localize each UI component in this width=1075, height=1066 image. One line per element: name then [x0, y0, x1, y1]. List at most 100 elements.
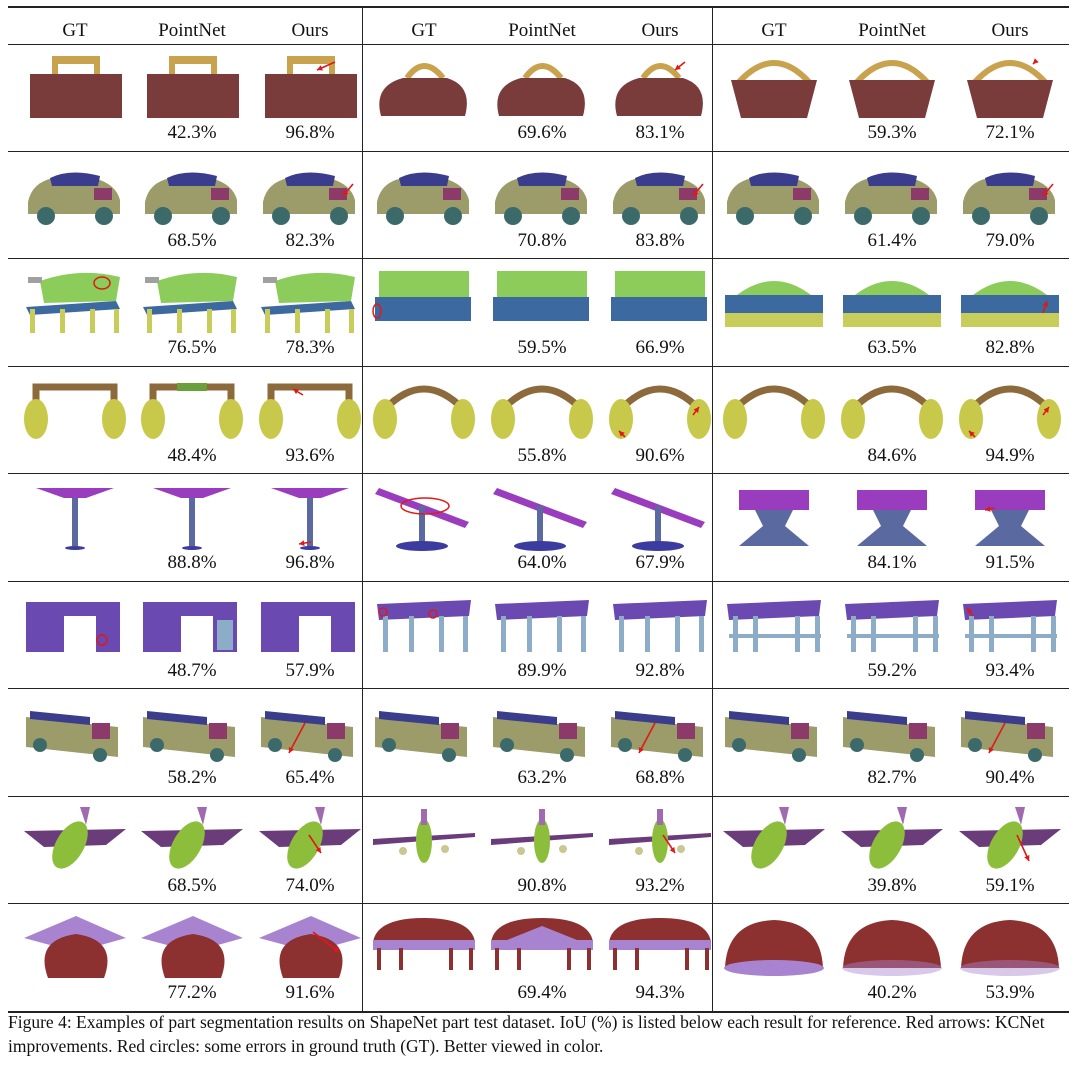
table-rule [8, 795, 1069, 797]
improvement-arrowhead [315, 846, 321, 853]
bag-handle [972, 60, 1048, 85]
iou-value: 59.5% [517, 337, 567, 358]
table-leg [463, 615, 468, 652]
improvement-arrowhead [1024, 854, 1030, 861]
point-cloud-earphone [259, 383, 361, 439]
point-cloud-lamp [153, 488, 231, 550]
plane-engine [517, 846, 525, 855]
point-cloud-car [963, 171, 1055, 225]
bag-handle [640, 63, 682, 80]
result-cell-table-gt [365, 588, 483, 676]
ear-cup [609, 398, 633, 439]
column-header-pointnet: PointNet [858, 20, 926, 41]
plane-tail [897, 806, 907, 825]
result-cell-chair-pointnet [133, 265, 251, 353]
result-cell-airplane-gt [365, 803, 483, 891]
result-cell-airplane-gt [715, 803, 833, 891]
point-cloud-car-2 [843, 711, 935, 762]
column-header-gt: GT [62, 20, 88, 41]
chair-back [497, 271, 587, 301]
car-hood [1027, 723, 1045, 739]
iou-value: 76.5% [167, 337, 217, 358]
plane-body [287, 820, 323, 869]
table-shelf [729, 633, 821, 638]
cap-strip [613, 948, 617, 970]
result-cell-car-2-ours [251, 695, 369, 783]
cap-strip [635, 948, 639, 970]
improvement-arrow [288, 722, 306, 754]
car-hood [679, 187, 697, 200]
ear-cup [569, 398, 593, 439]
bag-handle [854, 60, 930, 85]
plane-engine [441, 844, 449, 853]
result-cell-earphone-ours [601, 373, 719, 461]
ear-cup [219, 398, 243, 439]
iou-value: 68.8% [635, 767, 685, 788]
iou-value: 64.0% [517, 552, 567, 573]
lamp-base [514, 541, 566, 551]
bag-handle [404, 63, 446, 80]
iou-value: 59.3% [867, 122, 917, 143]
car-wheel [442, 748, 456, 762]
result-cell-bag-pointnet [483, 50, 601, 138]
point-cloud-cap [373, 918, 475, 970]
car-roof [985, 171, 1035, 186]
bag-handle [52, 56, 100, 64]
lamp-base [182, 546, 202, 550]
point-cloud-bag [497, 63, 585, 116]
point-cloud-table [845, 599, 939, 652]
iou-value: 79.0% [985, 229, 1035, 251]
cap-crown [843, 920, 941, 968]
bag-body [147, 74, 239, 118]
result-cell-chair-pointnet [833, 265, 951, 353]
improvement-arrowhead [1043, 189, 1049, 196]
car-wheel [500, 738, 514, 752]
column-header-pointnet: PointNet [508, 20, 576, 41]
cap-strip [685, 948, 689, 970]
point-cloud-bag [731, 60, 817, 118]
result-cell-car-pointnet [483, 158, 601, 246]
point-cloud-cap [491, 918, 593, 970]
improvement-arrow [312, 931, 340, 953]
car-hood [559, 723, 577, 739]
cap-crown [161, 934, 225, 978]
table-rule [8, 1010, 1069, 1013]
car-wheel [910, 748, 924, 762]
improvement-arrowhead [1043, 406, 1049, 413]
result-cell-car-2-pointnet [483, 695, 601, 783]
chair-seat [493, 297, 589, 321]
iou-value: 63.2% [517, 767, 567, 788]
point-cloud-bag [967, 58, 1053, 118]
ear-cup [24, 398, 48, 439]
iou-value: 68.5% [167, 874, 217, 896]
table-leg [619, 615, 624, 652]
chair-back [157, 272, 237, 303]
result-cell-chair-gt [365, 265, 483, 353]
plane-engine [677, 844, 685, 853]
iou-value: 93.6% [285, 444, 335, 466]
point-cloud-lamp [975, 490, 1045, 546]
result-cell-car-gt [16, 158, 134, 246]
result-cell-cap-ours [251, 910, 369, 998]
result-cell-car-gt [365, 158, 483, 246]
improvement-arrowhead [317, 65, 323, 71]
table-top [377, 599, 471, 620]
lamp-base [65, 546, 85, 550]
result-cell-lamp-pointnet [483, 480, 601, 568]
point-cloud-car [495, 171, 587, 225]
lamp-shade [271, 488, 349, 498]
improvement-arrowhead [693, 189, 699, 196]
car-roof [399, 171, 449, 186]
table-rule [8, 6, 1069, 8]
cap-strip [567, 948, 571, 970]
chair-leg [207, 309, 212, 333]
bag-handle [522, 63, 564, 80]
plane-tail [779, 806, 789, 825]
table-shelf [965, 633, 1057, 638]
column-header-ours: Ours [291, 20, 329, 41]
result-cell-table-pointnet [483, 588, 601, 676]
table-leg [581, 615, 586, 652]
car-hood [791, 723, 809, 739]
result-cell-lamp-gt [365, 480, 483, 568]
car-roof [965, 711, 1025, 725]
